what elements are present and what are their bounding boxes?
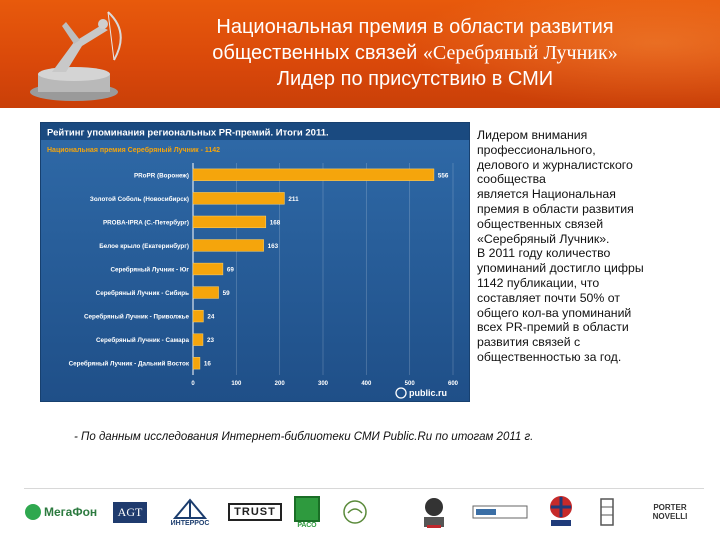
side-text-line: общественных связей (477, 216, 604, 231)
data-label: 24 (207, 314, 215, 321)
side-text-line: делового и журналистского (477, 157, 633, 172)
bar (192, 168, 435, 181)
bar (192, 215, 267, 229)
side-text-line: В 2011 году количество (477, 246, 611, 261)
category-label: Серебряный Лучник - Юг (110, 266, 189, 274)
bar (192, 309, 204, 323)
side-text-line: всех PR-премий в области (477, 320, 629, 335)
category-label: Серебряный Лучник - Дальний Восток (69, 360, 190, 368)
data-label: 69 (227, 267, 235, 274)
side-text-line: составляет почти 50% от (477, 290, 620, 305)
building-logo-icon (592, 492, 622, 532)
archer-statue-icon (30, 11, 122, 101)
side-text-line: 1142 публикации, что (477, 275, 600, 290)
title-line-2b: «Серебряный Лучник» (422, 42, 618, 64)
title-line-2a: общественных связей (212, 42, 423, 64)
side-text-line: общего кол-ва упоминаний (477, 305, 632, 320)
side-text-line: является Национальная (477, 187, 616, 202)
data-label: 168 (270, 219, 281, 226)
title-line-1: Национальная премия в области развития (216, 16, 614, 38)
chart-title-bar (41, 123, 469, 140)
category-label: Серебряный Лучник - Сибирь (96, 289, 189, 297)
data-label: 556 (438, 172, 449, 179)
x-tick-label: 300 (318, 381, 329, 387)
trust-text: TRUST (228, 503, 282, 521)
x-tick-label: 400 (361, 381, 372, 387)
agt-logo-icon: AGT (110, 492, 150, 532)
x-tick-label: 100 (231, 381, 242, 387)
title-line-2: общественных связей «Серебряный Лучник» (150, 40, 680, 66)
data-label: 163 (268, 243, 279, 250)
akos-logo-icon (470, 492, 530, 532)
side-text-line: упоминаний достигло цифры (477, 261, 644, 276)
footer-divider (24, 488, 704, 489)
category-label: Серебряный Лучник - Самара (96, 336, 189, 344)
porter-text: PORTER NOVELLI (652, 503, 688, 521)
chart-subtitle: Национальная премия Серебряный Лучник - … (47, 146, 220, 154)
chart-watermark: public.ru (409, 388, 447, 398)
data-label: 59 (223, 290, 231, 297)
data-label: 16 (204, 361, 212, 368)
bar (192, 286, 219, 299)
category-label: PROBA-IPRA (С.-Петербург) (103, 218, 189, 226)
title-line-3: Лидер по присутствию в СМИ (276, 68, 554, 90)
side-text-line: развития связей с (477, 335, 581, 350)
side-text-line: сообщества (477, 172, 546, 187)
data-label: 23 (207, 337, 215, 344)
trust-logo-icon: TRUST (226, 492, 284, 532)
header-banner: Национальная премия в области развития о… (0, 0, 720, 108)
category-label: Серебряный Лучник - Приволжье (84, 313, 189, 321)
footnote: - По данным исследования Интернет-библио… (74, 431, 534, 443)
bar (192, 239, 264, 252)
bar (192, 262, 224, 276)
raso-text: РАСО (297, 521, 317, 529)
megafon-text: МегаФон (44, 505, 97, 519)
bar (192, 333, 204, 346)
portrait-logo-icon (416, 492, 452, 532)
side-text-line: общественностью за год. (477, 349, 622, 364)
x-tick-label: 600 (448, 381, 459, 387)
chart-svg: Рейтинг упоминания региональных PR-преми… (41, 123, 469, 399)
bar (192, 192, 285, 205)
shield-logo-icon (544, 492, 578, 532)
page-title: Национальная премия в области развития о… (150, 14, 680, 92)
x-tick-label: 500 (405, 381, 416, 387)
interros-text: ИНТЕРРОС (170, 519, 210, 527)
interros-logo-icon: ИНТЕРРОС (160, 492, 220, 532)
side-text-line: Лидером внимания (477, 128, 588, 142)
agt-text: AGT (112, 501, 148, 523)
data-label: 211 (288, 196, 299, 203)
side-text-line: профессионального, (477, 142, 596, 157)
sponsor-logos: МегаФон AGT ИНТЕРРОС TRUST РАСО PORTER N… (24, 492, 704, 532)
category-label: Золотой Соболь (Новосибирск) (90, 195, 189, 203)
megafon-logo-icon: МегаФон (24, 492, 102, 532)
header-glow (400, 0, 720, 108)
pr-awards-chart: Рейтинг упоминания региональных PR-преми… (40, 122, 470, 402)
bird-logo-icon (340, 492, 370, 532)
raso-logo-icon: РАСО (290, 492, 324, 532)
chart-title: Рейтинг упоминания региональных PR-преми… (47, 128, 329, 139)
category-label: PRoPR (Воронеж) (134, 172, 189, 179)
side-text-line: «Серебряный Лучник». (477, 231, 610, 246)
bar (192, 357, 201, 370)
category-label: Белое крыло (Екатеринбург) (99, 242, 189, 250)
porter-novelli-logo-icon: PORTER NOVELLI (636, 492, 704, 532)
x-tick-label: 0 (191, 381, 195, 387)
side-text-line: премия в области развития (477, 201, 634, 216)
side-description: Лидером внимания профессионального, делово… (477, 128, 687, 365)
x-tick-label: 200 (275, 381, 286, 387)
watermark-icon (395, 387, 407, 399)
